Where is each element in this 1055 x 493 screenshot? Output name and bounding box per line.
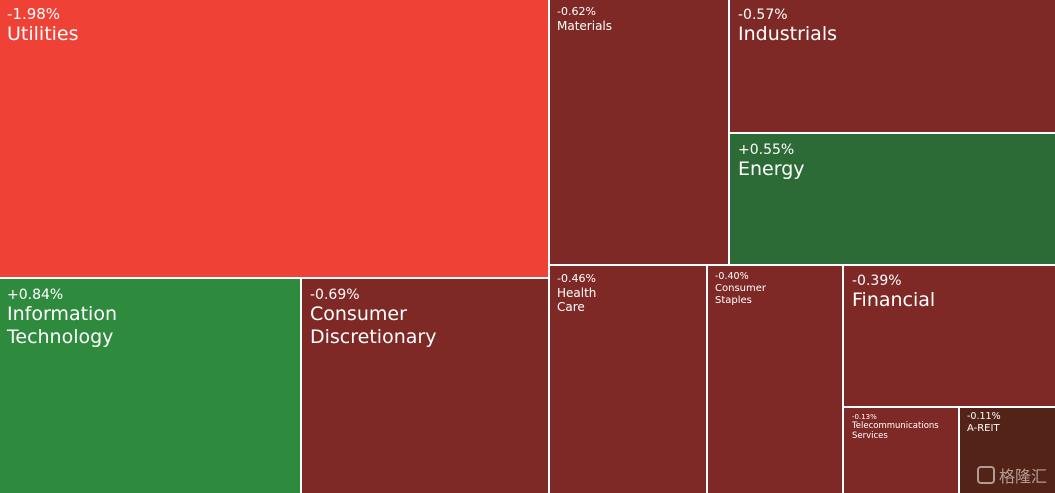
sector-name: A-REIT [967,422,1000,434]
sector-name: Information Technology [7,303,117,348]
sector-change: -0.69% [310,287,360,303]
sector-change: -0.57% [738,7,788,23]
watermark-text: 格隆汇 [998,467,1047,486]
sector-cell-a-reit[interactable]: -0.11% A-REIT [960,408,1055,493]
sector-cell-utilities[interactable]: -1.98% Utilities [0,0,548,277]
sector-name: Energy [738,158,805,181]
sector-name: Utilities [7,23,79,46]
sector-cell-industrials[interactable]: -0.57% Industrials [730,0,1055,132]
sector-name: Consumer Discretionary [310,303,437,348]
sector-cell-materials[interactable]: -0.62% Materials [550,0,728,264]
sector-change: -0.40% [715,271,749,282]
sector-change: -0.46% [557,272,596,285]
sector-name: Industrials [738,23,838,46]
sector-change: -0.39% [852,273,902,289]
sector-change: +0.55% [738,142,795,158]
sector-cell-energy[interactable]: +0.55% Energy [730,134,1055,264]
sector-change: -0.11% [967,411,1001,422]
watermark: 格隆汇 [976,463,1047,487]
sector-name: Materials [557,18,613,33]
sector-cell-consumer-discretionary[interactable]: -0.69% Consumer Discretionary [302,279,548,493]
sector-change: +0.84% [7,287,64,303]
sector-change: -1.98% [7,5,61,23]
sector-cell-health-care[interactable]: -0.46% Health Care [550,266,706,493]
sector-name: Health Care [557,285,597,315]
sector-cell-information-technology[interactable]: +0.84% Information Technology [0,279,300,493]
sector-name: Consumer Staples [715,282,766,306]
sector-cell-telecommunications-services[interactable]: -0.13% Telecommunications Services [844,408,958,493]
sector-change: -0.62% [557,5,596,18]
sector-cell-financial[interactable]: -0.39% Financial [844,266,1055,406]
sector-name: Telecommunications Services [852,421,939,442]
sector-cell-consumer-staples[interactable]: -0.40% Consumer Staples [708,266,842,493]
gelonghui-logo-icon [976,466,995,484]
sector-name: Financial [852,289,936,312]
sector-change: -0.13% [852,413,877,421]
